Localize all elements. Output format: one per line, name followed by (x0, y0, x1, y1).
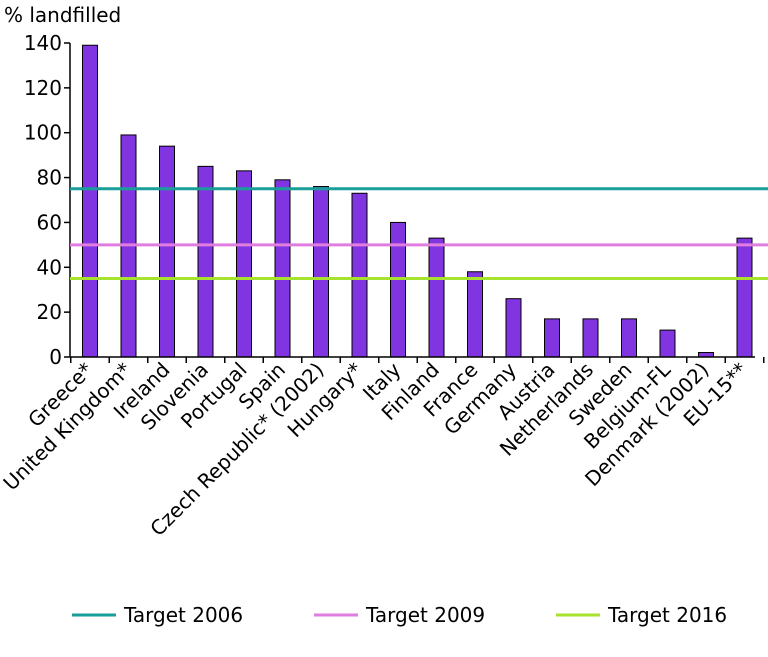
legend-label: Target 2009 (365, 603, 485, 627)
legend-label: Target 2006 (123, 603, 243, 627)
bar (544, 318, 560, 358)
bar (659, 329, 676, 358)
bar (582, 318, 599, 358)
y-tick-label: 20 (37, 300, 62, 324)
bar (736, 237, 753, 358)
bar (351, 192, 368, 358)
bar (313, 186, 329, 358)
bar (467, 271, 483, 358)
bar (428, 237, 445, 358)
bar (274, 179, 291, 358)
y-tick-label: 40 (37, 255, 62, 279)
y-axis-title: % landfilled (4, 3, 121, 27)
bar (197, 165, 214, 358)
bar (159, 145, 175, 358)
y-tick-label: 120 (24, 76, 62, 100)
y-tick-label: 140 (24, 31, 62, 55)
y-tick-label: 60 (37, 210, 62, 234)
bar (82, 44, 98, 358)
legend: Target 2006 Target 2009 Target 2016 (72, 603, 727, 627)
y-tick-label: 0 (49, 345, 62, 369)
bar (236, 170, 252, 358)
bar (621, 318, 637, 358)
legend-label: Target 2016 (607, 603, 727, 627)
y-tick-label: 100 (24, 121, 62, 145)
y-tick-label: 80 (37, 166, 62, 190)
bar (505, 298, 522, 358)
bar (390, 221, 406, 358)
